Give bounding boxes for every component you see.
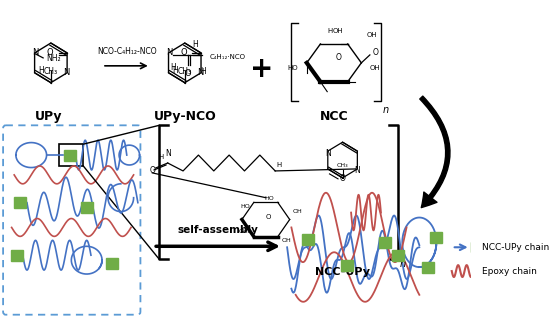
Text: n: n bbox=[400, 259, 406, 269]
Text: H: H bbox=[192, 40, 198, 49]
Text: CH₃: CH₃ bbox=[44, 67, 58, 76]
Text: H: H bbox=[201, 67, 206, 76]
Bar bbox=[302, 234, 315, 245]
Text: N: N bbox=[166, 49, 173, 57]
Text: C₄H₁₂·NCO: C₄H₁₂·NCO bbox=[210, 54, 245, 60]
Text: H: H bbox=[170, 63, 175, 72]
Bar bbox=[11, 250, 23, 261]
Text: OH: OH bbox=[293, 209, 303, 214]
FancyArrowPatch shape bbox=[420, 96, 450, 208]
Text: HO: HO bbox=[241, 204, 250, 209]
Text: N: N bbox=[197, 68, 204, 77]
Text: Epoxy chain: Epoxy chain bbox=[482, 267, 537, 275]
Bar bbox=[470, 242, 481, 252]
Text: H: H bbox=[327, 28, 332, 34]
Text: n: n bbox=[383, 105, 389, 114]
Text: N: N bbox=[166, 149, 172, 157]
Text: O: O bbox=[181, 49, 188, 57]
Text: HO: HO bbox=[265, 196, 274, 201]
Text: NCC: NCC bbox=[320, 111, 348, 124]
Text: N: N bbox=[354, 167, 360, 175]
Text: CH₃: CH₃ bbox=[337, 163, 348, 168]
Text: O: O bbox=[47, 49, 53, 57]
Bar bbox=[431, 232, 442, 243]
Text: OH: OH bbox=[366, 32, 377, 38]
Text: H: H bbox=[277, 162, 282, 168]
Bar bbox=[59, 144, 83, 166]
Text: H: H bbox=[172, 66, 178, 75]
Bar bbox=[379, 237, 391, 248]
Text: OH: OH bbox=[281, 238, 291, 243]
Bar bbox=[14, 197, 26, 208]
Text: OH: OH bbox=[370, 65, 381, 71]
Text: NCC-UPy chain: NCC-UPy chain bbox=[482, 243, 549, 252]
Text: +: + bbox=[250, 55, 273, 83]
Bar bbox=[106, 258, 118, 269]
Bar bbox=[422, 262, 434, 273]
Text: OH: OH bbox=[333, 28, 344, 34]
Text: NCO-C₄H₁₂-NCO: NCO-C₄H₁₂-NCO bbox=[97, 47, 157, 56]
Text: N: N bbox=[32, 49, 38, 57]
Text: O: O bbox=[336, 53, 341, 62]
Text: N: N bbox=[63, 68, 69, 77]
Text: UPy: UPy bbox=[35, 111, 62, 124]
Bar bbox=[392, 250, 404, 261]
Text: O: O bbox=[185, 69, 191, 78]
Text: HO: HO bbox=[288, 65, 298, 71]
Bar bbox=[64, 150, 75, 160]
Bar bbox=[81, 202, 92, 213]
Text: self-assembly: self-assembly bbox=[178, 225, 258, 235]
Text: NCC-UPy: NCC-UPy bbox=[315, 267, 370, 277]
Bar bbox=[341, 260, 353, 271]
Text: O: O bbox=[340, 174, 345, 183]
Text: O: O bbox=[372, 49, 378, 57]
Text: H: H bbox=[38, 66, 44, 75]
Text: CH₃: CH₃ bbox=[178, 67, 192, 76]
Text: NH₂: NH₂ bbox=[47, 54, 61, 63]
Text: O: O bbox=[266, 214, 271, 219]
Text: H: H bbox=[158, 154, 163, 160]
Text: UPy-NCO: UPy-NCO bbox=[153, 111, 216, 124]
Text: O: O bbox=[150, 167, 155, 175]
Text: N: N bbox=[325, 149, 331, 157]
Text: OH: OH bbox=[239, 230, 249, 234]
